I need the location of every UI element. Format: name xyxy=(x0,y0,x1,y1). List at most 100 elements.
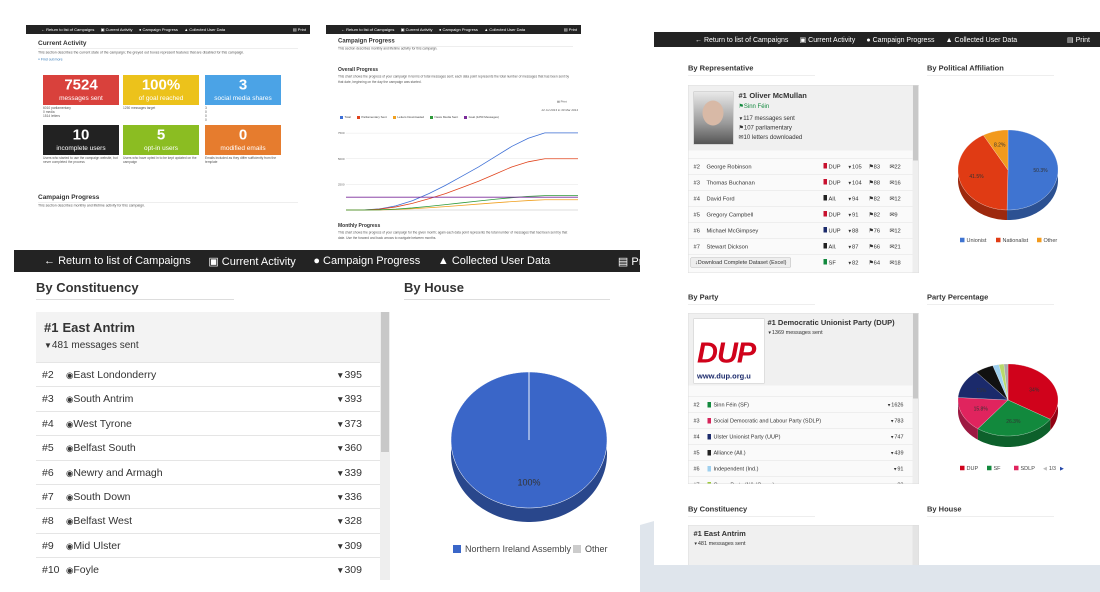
chart-legend: Total Parliamentary Sent Letters Downloade… xyxy=(340,116,499,119)
rank: #5 xyxy=(693,450,700,456)
rank: #3 xyxy=(693,180,700,186)
legend-swatch xyxy=(960,237,965,243)
pie-slice xyxy=(1003,363,1009,401)
pie-label: 50.3% xyxy=(1033,168,1048,174)
nav-bar: Return to list of Campaigns Current Activ… xyxy=(326,25,581,34)
nav-link[interactable]: Collected User Data xyxy=(438,255,550,267)
messages-sent: 88 xyxy=(848,223,858,239)
tile-label: of goal reached xyxy=(138,94,184,102)
print-link[interactable]: Print xyxy=(1067,35,1090,44)
chart-print[interactable]: Print xyxy=(557,100,567,104)
overall-chart: 2500 5000 7500 xyxy=(338,131,578,211)
top-card-title: #1 East Antrim xyxy=(693,529,746,539)
legend-item: Total xyxy=(340,116,351,119)
nav-link[interactable]: Campaign Progress xyxy=(866,36,935,44)
nav-link[interactable]: Return to list of Campaigns xyxy=(44,255,191,267)
representative-row: #2 George Robinson DUP 105 83 22 xyxy=(688,158,913,176)
legend-label: Parliamentary Sent xyxy=(361,116,387,119)
nav-link[interactable]: Collected User Data xyxy=(484,27,525,32)
party-name: UUP xyxy=(828,228,841,234)
nav-link[interactable]: Return to list of Campaigns xyxy=(695,36,788,44)
rank: #5 xyxy=(693,212,700,218)
legend-label: News Media Sent xyxy=(434,116,459,119)
tile-note: 0 xyxy=(205,110,207,115)
legend-label: Unionist xyxy=(967,238,987,244)
find-out-more-link[interactable]: » Find out more xyxy=(38,58,63,62)
nav-link[interactable]: Return to list of Campaigns xyxy=(341,27,394,32)
scrollbar-thumb xyxy=(913,85,918,161)
constituency-name: Belfast West xyxy=(66,509,132,533)
progress-panel: Return to list of Campaigns Current Activ… xyxy=(326,25,581,243)
nav-bar: Return to list of Campaigns Current Activ… xyxy=(14,250,640,272)
nav-link[interactable]: Current Activity xyxy=(208,255,296,268)
affiliation-pie: 50.3% 41.5% 8.2% Unionist Nationalist Other xyxy=(957,129,1059,244)
party-logo-mark: DUP xyxy=(697,336,756,370)
nav-bar: Return to list of Campaigns Current Activ… xyxy=(26,25,310,34)
messages-sent: 82 xyxy=(848,255,858,271)
nav-link[interactable]: Return to list of Campaigns xyxy=(41,27,94,32)
legend-item: Letters Downloaded xyxy=(392,116,424,119)
party-row: #3 Social Democratic and Labour Party (SD… xyxy=(688,412,913,430)
scrollbar-track xyxy=(912,85,919,273)
representative-stat: 10 letters downloaded xyxy=(739,134,803,141)
legend-swatch xyxy=(960,465,965,471)
print-link[interactable]: Print xyxy=(293,27,306,32)
party-flag xyxy=(707,466,711,472)
section-title: By Constituency xyxy=(36,280,234,300)
download-button[interactable]: Download Complete Dataset (Excel) xyxy=(690,257,791,268)
rank: #7 xyxy=(693,244,700,250)
rank: #5 xyxy=(42,442,54,455)
message-count: 439 xyxy=(874,445,903,461)
legend-arrow[interactable]: ▶ xyxy=(1060,466,1064,472)
message-count: 360 xyxy=(286,436,362,460)
legend-swatch xyxy=(996,237,1001,243)
section-title: Campaign Progress xyxy=(38,193,298,203)
party-name: Alliance (All.) xyxy=(713,450,746,456)
nav-link[interactable]: Campaign Progress xyxy=(139,27,177,32)
rank: #6 xyxy=(42,466,54,479)
nav-link[interactable]: Current Activity xyxy=(800,35,855,44)
y-tick-label: 2500 xyxy=(338,182,345,186)
representative-party: Sinn Féin xyxy=(739,103,769,110)
section-title: Campaign Progress xyxy=(338,37,573,47)
legend-swatch xyxy=(392,116,396,119)
tile-notes: 1250 messages target xyxy=(123,107,199,111)
tile-label: incomplete users xyxy=(56,144,106,152)
representative-stat: 117 messages sent xyxy=(739,115,795,122)
message-count: 373 xyxy=(286,412,362,436)
description: This chart shows the progress of your ca… xyxy=(338,231,568,240)
legend-swatch xyxy=(356,116,360,119)
pie-side xyxy=(958,397,978,440)
house-panel: Return to list of Campaigns Current Activ… xyxy=(14,250,640,580)
nav-link[interactable]: Collected User Data xyxy=(946,36,1018,44)
top-card-title: #1 Democratic Unionist Party (DUP) xyxy=(767,318,895,328)
nav-link[interactable]: Collected User Data xyxy=(184,27,225,32)
nav-link[interactable]: Current Activity xyxy=(401,27,433,32)
nav-link[interactable]: Campaign Progress xyxy=(439,27,477,32)
tile-value: 0 xyxy=(238,126,248,144)
legend-swatch xyxy=(453,545,461,553)
party-row: #4 Ulster Unionist Party (UUP) 747 xyxy=(688,428,913,446)
tile-note: 0 xyxy=(205,114,207,119)
party-row: #2 Sinn Féin (SF) 1626 xyxy=(688,396,913,414)
nav-link[interactable]: Current Activity xyxy=(101,27,133,32)
print-link[interactable]: Print xyxy=(618,255,640,268)
pie-side xyxy=(958,135,1008,220)
pie-slice xyxy=(1007,363,1059,420)
stat-tile: 10 incomplete users xyxy=(43,125,119,155)
letters-downloaded: 16 xyxy=(890,175,900,191)
rank: #2 xyxy=(42,369,54,381)
representative-row: #6 Michael McGimpsey UUP 88 76 12 xyxy=(688,222,913,240)
top-card-count: 1369 messages sent xyxy=(768,330,823,336)
tile-note: Users who have opted in to be kept updat… xyxy=(123,156,197,165)
nav-link[interactable]: Campaign Progress xyxy=(313,255,420,267)
messages-sent: 91 xyxy=(848,207,858,223)
constituency-name: Newry and Armagh xyxy=(66,461,162,485)
print-link[interactable]: Print xyxy=(564,27,577,32)
rank: #2 xyxy=(693,402,700,408)
party-badge: UUP xyxy=(823,223,841,239)
constituency-name: Mid Ulster xyxy=(66,534,120,558)
message-count: 783 xyxy=(874,413,903,429)
